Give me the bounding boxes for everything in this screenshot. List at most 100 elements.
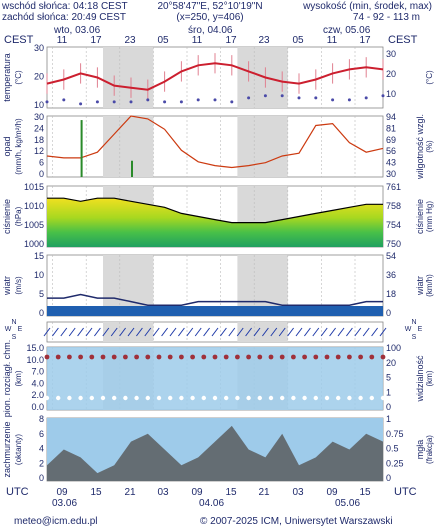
tick-label-left: 1015 bbox=[24, 182, 44, 192]
wind-direction-arrow bbox=[312, 327, 320, 337]
wind-direction-arrow bbox=[329, 327, 337, 337]
wind-base bbox=[47, 306, 383, 316]
cloud-top-point bbox=[134, 354, 140, 360]
axis-unit-right: (%) bbox=[425, 140, 434, 153]
cloud-top-point bbox=[268, 354, 274, 360]
tick-label-left: 15 bbox=[34, 251, 44, 261]
copyright-label: © 2007-2025 ICM, Uniwersytet Warszawski bbox=[200, 516, 393, 527]
wind-direction-arrow bbox=[287, 327, 295, 337]
tick-label-right: 54 bbox=[386, 251, 396, 261]
dewpoint-point bbox=[45, 100, 49, 104]
cloud-base-point bbox=[123, 395, 128, 401]
precip-bar bbox=[80, 120, 83, 177]
tick-label-right: 36 bbox=[386, 270, 396, 280]
compass-letter-right: S bbox=[412, 334, 417, 341]
sunset-label: zachód słońca: 20:49 CEST bbox=[2, 12, 126, 23]
tick-label-left: 12 bbox=[34, 146, 44, 156]
cloud-base-point bbox=[100, 395, 106, 401]
wind-direction-arrow bbox=[245, 327, 253, 337]
wind-direction-arrow bbox=[161, 327, 169, 337]
cloud-base-point bbox=[56, 395, 61, 401]
hour-label-bottom: 15 bbox=[225, 487, 237, 498]
cloud-base-point bbox=[168, 395, 173, 401]
axis-title-left: ciśnienie bbox=[2, 199, 12, 234]
cloud-base-point bbox=[89, 395, 95, 401]
tick-label-left: 10.0 bbox=[26, 355, 44, 365]
night-band bbox=[103, 322, 154, 342]
tick-label-left: 4.0 bbox=[31, 378, 44, 388]
cloud-top-point bbox=[167, 354, 173, 360]
cloud-top-point bbox=[324, 354, 330, 360]
altitude-label: wysokość (min, środek, max) bbox=[303, 1, 432, 12]
dewpoint-point bbox=[196, 98, 200, 102]
hour-label-top: 23 bbox=[258, 35, 270, 46]
wind-direction-arrow bbox=[68, 327, 76, 337]
tick-label-left: 10 bbox=[34, 100, 44, 110]
dewpoint-point bbox=[129, 100, 133, 104]
axis-unit-right: (km) bbox=[425, 370, 434, 386]
dewpoint-point bbox=[79, 102, 83, 106]
tick-label-left: 0.0 bbox=[31, 402, 44, 412]
tick-label-left: 6 bbox=[39, 158, 44, 168]
wind-direction-arrow bbox=[144, 327, 152, 337]
axis-unit-left: (m/s) bbox=[14, 276, 23, 295]
cloud-top-point bbox=[358, 354, 363, 360]
wind-direction-arrow bbox=[354, 327, 362, 337]
tick-label-left: 6 bbox=[39, 429, 44, 439]
cloud-base-point bbox=[44, 395, 50, 401]
wind-direction-arrow bbox=[362, 327, 370, 337]
tick-label-right: 1 bbox=[386, 387, 391, 397]
tick-label-left: 24 bbox=[34, 123, 44, 133]
cloud-top-point bbox=[246, 354, 252, 360]
wind-direction-arrow bbox=[85, 327, 93, 337]
cloud-top-point bbox=[100, 354, 106, 360]
hour-label-top: 11 bbox=[326, 35, 338, 46]
axis-unit-right: (km/h) bbox=[425, 274, 434, 297]
tick-label-right: 0 bbox=[386, 308, 391, 318]
cloud-top-point bbox=[123, 354, 128, 360]
cloud-top-point bbox=[179, 354, 184, 360]
axis-unit-left: (°C) bbox=[14, 70, 23, 85]
cloud-base-point bbox=[324, 395, 330, 401]
cloud-top-point bbox=[302, 354, 307, 360]
hour-label-bottom: 09 bbox=[191, 487, 203, 498]
day-label-top: czw, 05.06 bbox=[323, 25, 371, 36]
cloud-base-point bbox=[156, 395, 162, 401]
tick-label-right: 754 bbox=[386, 220, 401, 230]
cloud-base-point bbox=[380, 395, 386, 401]
axis-title-right: ciśnienie bbox=[415, 199, 425, 234]
cloud-top-point bbox=[67, 354, 72, 360]
cloud-top-point bbox=[347, 354, 352, 360]
hour-label-top: 11 bbox=[56, 35, 68, 46]
contact-email[interactable]: meteo@icm.edu.pl bbox=[14, 516, 98, 527]
wind-direction-arrow bbox=[320, 327, 328, 337]
hour-label-top: 17 bbox=[90, 35, 102, 46]
compass-letter-right: N bbox=[411, 319, 416, 326]
humidity-line bbox=[46, 115, 384, 169]
tick-label-left: 1010 bbox=[24, 201, 44, 211]
cloud-base-point bbox=[179, 395, 184, 401]
tick-label-left: 0 bbox=[39, 473, 44, 483]
timezone-top-left: CEST bbox=[4, 34, 34, 46]
axis-unit-right: (mm Hg) bbox=[425, 201, 434, 232]
tick-label-left: 20 bbox=[34, 72, 44, 82]
tick-label-left: 7.0 bbox=[31, 367, 44, 377]
sunrise-label: wschód słońca: 04:18 CEST bbox=[2, 1, 128, 12]
wind-direction-arrow bbox=[52, 327, 59, 337]
axis-title-right: mgła bbox=[415, 440, 425, 460]
cloud-top-point bbox=[78, 354, 83, 360]
tick-label-left: 5 bbox=[39, 289, 44, 299]
wind-direction-arrow bbox=[60, 327, 68, 337]
tick-label-right: 758 bbox=[386, 201, 401, 211]
cloud-top-point bbox=[279, 354, 285, 360]
dewpoint-point bbox=[146, 98, 150, 102]
hour-label-bottom: 03 bbox=[157, 487, 169, 498]
hour-label-bottom: 09 bbox=[56, 487, 68, 498]
cloud-base-point bbox=[347, 395, 352, 401]
tick-label-right: 56 bbox=[386, 146, 396, 156]
tick-label-right: 750 bbox=[386, 239, 401, 249]
cloud-base-point bbox=[212, 395, 218, 401]
altitude-values: 74 - 92 - 113 m bbox=[352, 12, 420, 23]
wind-direction-arrow bbox=[94, 327, 101, 337]
